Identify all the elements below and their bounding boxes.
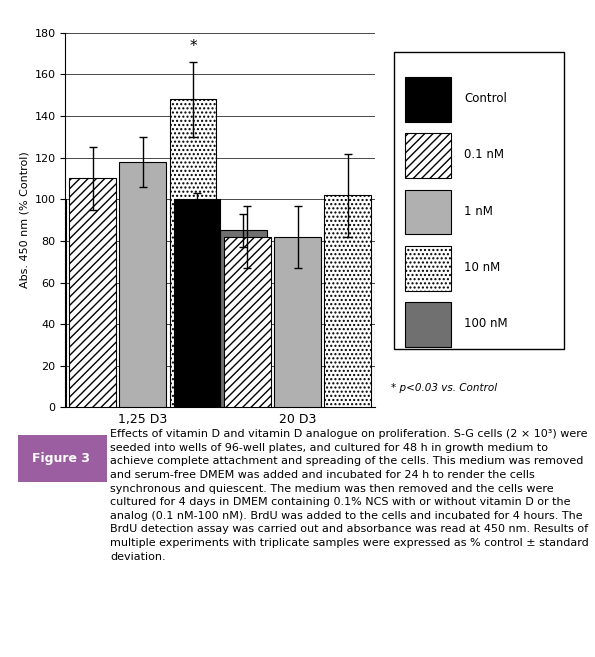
FancyBboxPatch shape xyxy=(405,302,452,347)
FancyBboxPatch shape xyxy=(394,52,564,349)
FancyBboxPatch shape xyxy=(405,133,452,178)
Bar xyxy=(120,162,166,407)
Bar xyxy=(174,199,220,407)
Bar xyxy=(274,237,321,407)
Bar xyxy=(224,237,271,407)
Bar xyxy=(375,222,421,407)
Text: 10 nM: 10 nM xyxy=(464,261,500,274)
Text: 100 nM: 100 nM xyxy=(464,317,508,330)
FancyBboxPatch shape xyxy=(405,246,452,290)
Bar xyxy=(19,199,65,407)
Bar xyxy=(324,195,371,407)
Text: Figure 3: Figure 3 xyxy=(32,452,90,464)
Text: Effects of vitamin D and vitamin D analogue on proliferation. S-G cells (2 × 10³: Effects of vitamin D and vitamin D analo… xyxy=(110,429,589,562)
FancyBboxPatch shape xyxy=(405,190,452,235)
Bar xyxy=(220,231,267,407)
Text: *: * xyxy=(189,39,197,54)
Text: 0.1 nM: 0.1 nM xyxy=(464,148,504,162)
FancyBboxPatch shape xyxy=(15,435,107,482)
Y-axis label: Abs. 450 nm (% Control): Abs. 450 nm (% Control) xyxy=(19,152,29,288)
Text: 1 nM: 1 nM xyxy=(464,205,493,217)
Bar xyxy=(170,99,217,407)
FancyBboxPatch shape xyxy=(405,77,452,122)
Text: * p<0.03 vs. Control: * p<0.03 vs. Control xyxy=(390,382,497,393)
Text: Control: Control xyxy=(464,92,507,105)
Bar xyxy=(69,179,116,407)
